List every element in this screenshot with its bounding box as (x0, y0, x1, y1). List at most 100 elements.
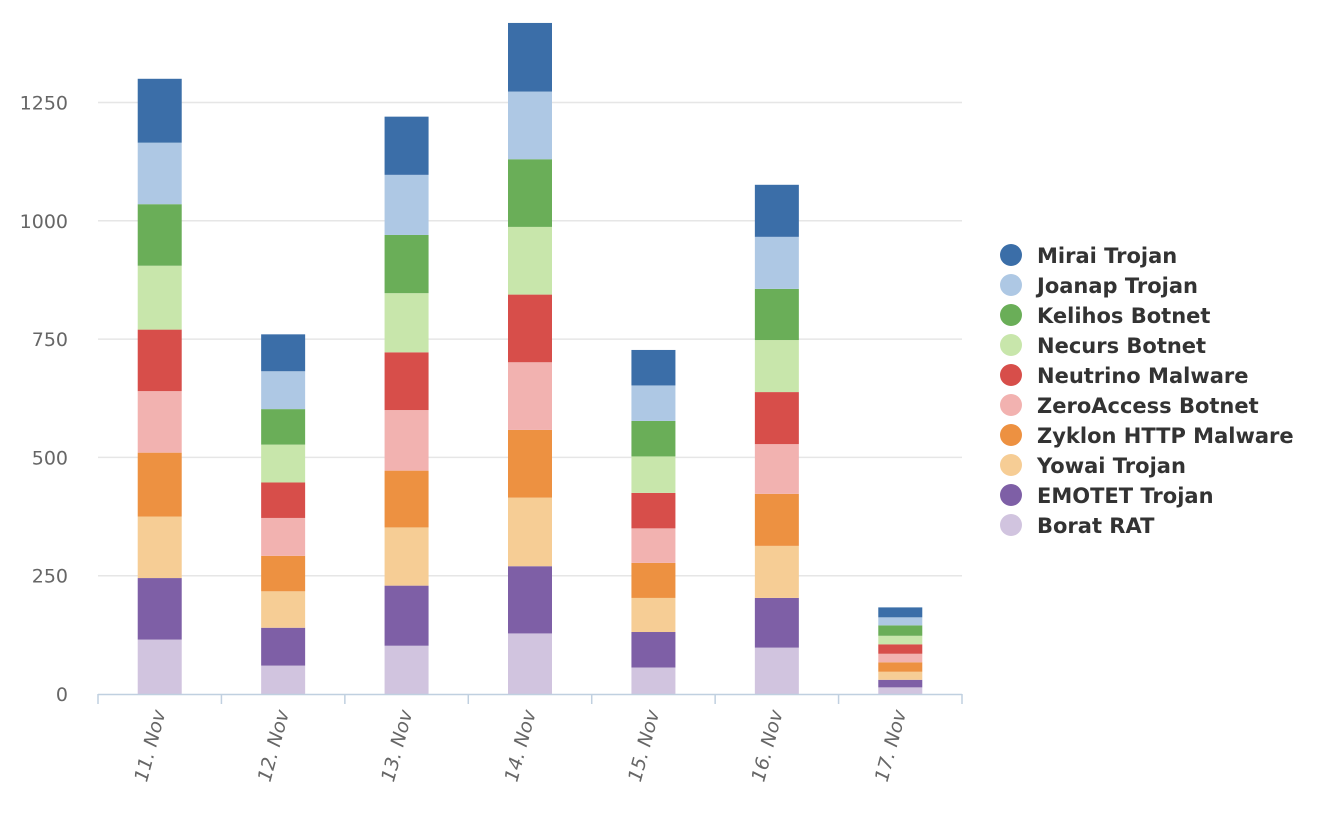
bar-segment[interactable] (754, 493, 799, 546)
bar-segment[interactable] (384, 470, 429, 528)
bar-segment[interactable] (754, 444, 799, 494)
bar-segment[interactable] (508, 159, 552, 227)
legend-item[interactable]: Neutrino Malware (1000, 364, 1249, 388)
bar-segment[interactable] (137, 78, 182, 143)
bar-segment[interactable] (878, 679, 923, 688)
bar-segment[interactable] (878, 687, 923, 694)
legend-item[interactable]: Borat RAT (1000, 514, 1155, 538)
legend-label: Zyklon HTTP Malware (1037, 424, 1294, 448)
legend-item[interactable]: Zyklon HTTP Malware (1000, 424, 1294, 448)
bar-segment[interactable] (384, 352, 429, 411)
legend-item[interactable]: EMOTET Trojan (1000, 484, 1214, 508)
bar-segment[interactable] (261, 444, 306, 483)
bar-segment[interactable] (508, 566, 552, 634)
bar-segment[interactable] (261, 591, 306, 628)
bar-segment[interactable] (508, 497, 552, 567)
bar-segment[interactable] (631, 349, 676, 386)
x-tick-label: 12. Nov (254, 707, 294, 784)
bar-segment[interactable] (508, 294, 552, 363)
bar-segment[interactable] (508, 362, 552, 430)
bar-segment[interactable] (384, 293, 429, 353)
legend: Mirai Trojan Joanap Trojan Kelihos Botnet N… (1000, 244, 1294, 538)
bar-segment[interactable] (508, 22, 552, 92)
y-tick-label: 1000 (20, 211, 68, 233)
bar-segment[interactable] (878, 644, 923, 654)
bar-segment[interactable] (261, 482, 306, 518)
legend-label: Mirai Trojan (1037, 244, 1177, 268)
bar-segment[interactable] (261, 409, 306, 445)
bar-segment[interactable] (754, 545, 799, 598)
legend-swatch (1000, 334, 1022, 356)
bar-segment[interactable] (261, 371, 306, 410)
x-tick-label: 11. Nov (130, 707, 170, 784)
x-tick-label: 15. Nov (624, 707, 664, 784)
bar-segment[interactable] (631, 385, 676, 421)
bar-segment[interactable] (384, 645, 429, 694)
bar-segment[interactable] (754, 184, 799, 237)
legend-label: Yowai Trojan (1036, 454, 1186, 478)
bar-segment[interactable] (137, 516, 182, 579)
bar-segment[interactable] (631, 597, 676, 633)
bar-segment[interactable] (261, 334, 306, 372)
bar-segment[interactable] (508, 429, 552, 498)
bar-segment[interactable] (754, 597, 799, 648)
bar-segment[interactable] (754, 288, 799, 341)
bar-segment[interactable] (878, 617, 923, 626)
bar-segment[interactable] (384, 585, 429, 646)
bar-segment[interactable] (384, 410, 429, 471)
bar-segment[interactable] (631, 528, 676, 563)
bar-segment[interactable] (754, 236, 799, 289)
bar-segment[interactable] (137, 452, 182, 517)
legend-label: Neutrino Malware (1037, 364, 1249, 388)
y-tick-label: 1250 (20, 92, 68, 114)
bar-segment[interactable] (261, 555, 306, 592)
bars (137, 22, 923, 694)
legend-swatch (1000, 244, 1022, 266)
bar-segment[interactable] (878, 607, 923, 618)
bar-segment[interactable] (754, 647, 799, 694)
bar-segment[interactable] (508, 91, 552, 160)
y-tick-label: 750 (32, 329, 68, 351)
bar-segment[interactable] (754, 340, 799, 393)
bar-segment[interactable] (508, 226, 552, 295)
bar-segment[interactable] (137, 391, 182, 453)
bar-segment[interactable] (631, 632, 676, 668)
bar-segment[interactable] (508, 633, 552, 694)
bar-segment[interactable] (137, 142, 182, 205)
bar-segment[interactable] (878, 671, 923, 680)
bar-segment[interactable] (631, 562, 676, 598)
bar-segment[interactable] (878, 635, 923, 645)
legend-item[interactable]: Mirai Trojan (1000, 244, 1177, 268)
x-tick-label: 13. Nov (377, 707, 417, 784)
bar-segment[interactable] (137, 329, 182, 392)
bar-segment[interactable] (878, 625, 923, 636)
bar-segment[interactable] (384, 234, 429, 294)
bar-segment[interactable] (878, 653, 923, 663)
bar-segment[interactable] (384, 116, 429, 175)
bar-segment[interactable] (631, 456, 676, 493)
bar-segment[interactable] (384, 527, 429, 586)
bar-segment[interactable] (261, 665, 306, 694)
legend-swatch (1000, 514, 1022, 536)
legend-label: Borat RAT (1037, 514, 1155, 538)
bar-segment[interactable] (261, 627, 306, 666)
y-tick-label: 250 (32, 566, 68, 588)
legend-item[interactable]: ZeroAccess Botnet (1000, 394, 1259, 418)
bar-segment[interactable] (878, 662, 923, 672)
bar-segment[interactable] (137, 639, 182, 694)
legend-swatch (1000, 454, 1022, 476)
bar-segment[interactable] (631, 420, 676, 457)
bar-segment[interactable] (384, 174, 429, 235)
bar-segment[interactable] (754, 392, 799, 445)
y-tick-label: 0 (56, 684, 68, 706)
bar-segment[interactable] (631, 667, 676, 694)
bar-segment[interactable] (137, 265, 182, 330)
bar-segment[interactable] (137, 204, 182, 266)
legend-item[interactable]: Kelihos Botnet (1000, 304, 1210, 328)
legend-item[interactable]: Yowai Trojan (1000, 454, 1186, 478)
bar-segment[interactable] (261, 517, 306, 556)
bar-segment[interactable] (137, 578, 182, 640)
bar-segment[interactable] (631, 492, 676, 529)
legend-item[interactable]: Joanap Trojan (1000, 274, 1198, 298)
legend-item[interactable]: Necurs Botnet (1000, 334, 1206, 358)
